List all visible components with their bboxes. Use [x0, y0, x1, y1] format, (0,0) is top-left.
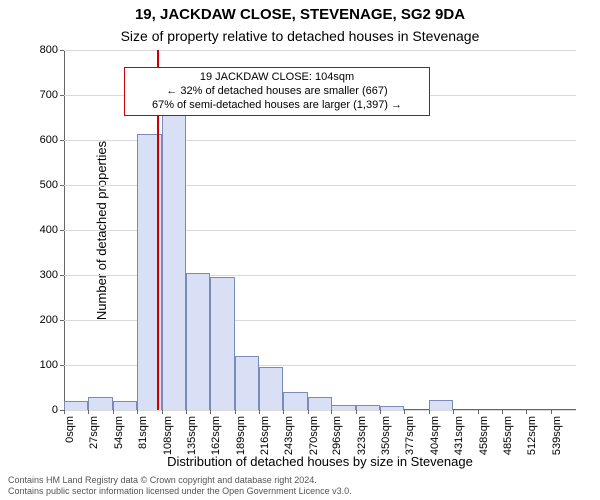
y-tick-label: 400: [40, 224, 58, 236]
x-tick-mark: [210, 410, 211, 414]
annotation-line: 67% of semi-detached houses are larger (…: [131, 99, 423, 113]
histogram-bar: [308, 397, 332, 410]
y-tick-label: 500: [40, 179, 58, 191]
histogram-bar: [429, 400, 453, 410]
x-tick-label: 296sqm: [331, 416, 343, 455]
annotation-line: ← 32% of detached houses are smaller (66…: [131, 85, 423, 99]
histogram-bar: [259, 367, 283, 410]
x-tick-label: 404sqm: [429, 416, 441, 455]
x-tick-mark: [137, 410, 138, 414]
x-tick-mark: [526, 410, 527, 414]
x-tick-mark: [380, 410, 381, 414]
x-tick-label: 0sqm: [64, 416, 76, 443]
y-tick-label: 700: [40, 89, 58, 101]
x-tick-mark: [113, 410, 114, 414]
x-tick-mark: [162, 410, 163, 414]
annotation-line: 19 JACKDAW CLOSE: 104sqm: [131, 71, 423, 85]
y-tick-label: 0: [52, 404, 58, 416]
footer-line-1: Contains HM Land Registry data © Crown c…: [8, 475, 352, 486]
histogram-bar: [235, 356, 259, 410]
x-tick-mark: [235, 410, 236, 414]
x-tick-label: 458sqm: [478, 416, 490, 455]
x-tick-label: 243sqm: [283, 416, 295, 455]
x-tick-label: 485sqm: [502, 416, 514, 455]
gridline: [64, 410, 576, 411]
y-tick-label: 800: [40, 44, 58, 56]
histogram-bar: [64, 401, 88, 410]
annotation-box: 19 JACKDAW CLOSE: 104sqm← 32% of detache…: [124, 67, 430, 116]
x-tick-mark: [404, 410, 405, 414]
x-tick-label: 108sqm: [162, 416, 174, 455]
x-tick-mark: [259, 410, 260, 414]
x-tick-label: 270sqm: [308, 416, 320, 455]
histogram-bar: [186, 273, 210, 410]
x-tick-mark: [186, 410, 187, 414]
x-tick-mark: [356, 410, 357, 414]
x-tick-mark: [283, 410, 284, 414]
x-tick-mark: [308, 410, 309, 414]
footer-line-2: Contains public sector information licen…: [8, 486, 352, 497]
footer: Contains HM Land Registry data © Crown c…: [8, 475, 352, 497]
histogram-bar: [331, 405, 355, 410]
x-tick-label: 216sqm: [259, 416, 271, 455]
y-tick-label: 600: [40, 134, 58, 146]
x-tick-mark: [478, 410, 479, 414]
x-tick-mark: [429, 410, 430, 414]
page-title-2: Size of property relative to detached ho…: [0, 28, 600, 44]
y-tick-label: 300: [40, 269, 58, 281]
x-tick-mark: [551, 410, 552, 414]
x-tick-label: 162sqm: [210, 416, 222, 455]
y-tick-label: 200: [40, 314, 58, 326]
histogram-bar: [113, 401, 137, 410]
x-tick-label: 135sqm: [186, 416, 198, 455]
x-tick-label: 539sqm: [551, 416, 563, 455]
x-tick-label: 431sqm: [453, 416, 465, 455]
histogram-bar: [283, 392, 307, 410]
histogram-bar: [380, 406, 404, 411]
x-tick-label: 27sqm: [88, 416, 100, 449]
x-tick-label: 512sqm: [526, 416, 538, 455]
x-tick-label: 377sqm: [404, 416, 416, 455]
histogram-bar: [88, 397, 112, 411]
x-tick-mark: [502, 410, 503, 414]
x-tick-mark: [88, 410, 89, 414]
histogram-bar: [162, 114, 186, 410]
chart-area: 01002003004005006007008000sqm27sqm54sqm8…: [64, 50, 576, 410]
x-tick-mark: [331, 410, 332, 414]
x-axis-label: Distribution of detached houses by size …: [64, 454, 576, 469]
x-tick-mark: [64, 410, 65, 414]
x-tick-label: 350sqm: [380, 416, 392, 455]
x-tick-mark: [453, 410, 454, 414]
histogram-bar: [210, 277, 234, 410]
histogram-bar: [356, 405, 380, 410]
x-tick-label: 323sqm: [356, 416, 368, 455]
page-title-1: 19, JACKDAW CLOSE, STEVENAGE, SG2 9DA: [0, 6, 600, 23]
y-tick-label: 100: [40, 359, 58, 371]
x-tick-label: 189sqm: [235, 416, 247, 455]
x-tick-label: 54sqm: [113, 416, 125, 449]
plot-area: 01002003004005006007008000sqm27sqm54sqm8…: [64, 50, 576, 410]
x-tick-label: 81sqm: [137, 416, 149, 449]
